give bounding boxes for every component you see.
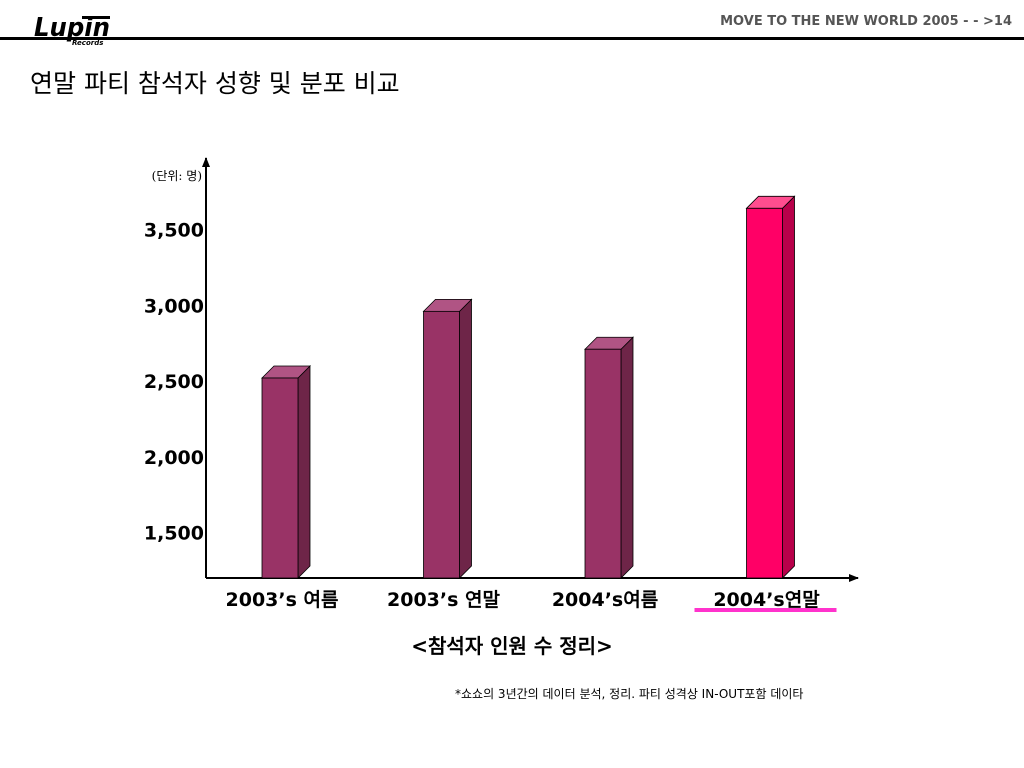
x-tick-label: 2003’s 연말 — [387, 589, 501, 611]
bar-front — [423, 310, 460, 579]
page-title: 연말 파티 참석자 성향 및 분포 비교 — [30, 69, 400, 98]
svg-text:Records: Records — [72, 39, 103, 46]
bar-side — [459, 298, 472, 579]
y-tick-label: 1,500 — [144, 523, 204, 545]
bar-front — [261, 377, 299, 579]
bar-side — [620, 336, 634, 579]
bar-front — [746, 207, 783, 579]
bar-3 — [584, 336, 634, 579]
bar-1 — [261, 365, 311, 579]
y-tick-label: 3,500 — [144, 220, 204, 242]
y-tick-label: 2,500 — [144, 371, 204, 393]
chart-caption: <참석자 인원 수 정리> — [411, 634, 613, 658]
x-tick-label: 2004’s여름 — [552, 589, 658, 611]
footnote: *쇼쇼의 3년간의 데이터 분석, 정리. 파티 성격상 IN-OUT포함 데이… — [455, 687, 804, 701]
x-tick-label: 2003’s 여름 — [226, 589, 339, 611]
y-tick-label: 3,000 — [144, 295, 204, 317]
y-tick-label: 2,000 — [144, 447, 204, 469]
x-tick-label: 2004’s연말 — [713, 589, 820, 611]
unit-label: (단위: 명) — [152, 169, 202, 183]
bar-2 — [422, 298, 473, 579]
bar-front — [584, 348, 622, 579]
bar-side — [297, 365, 311, 579]
header-slide-text: MOVE TO THE NEW WORLD 2005 - - >14 — [720, 14, 1012, 29]
bar-4 — [745, 195, 796, 579]
header-divider — [0, 37, 1024, 40]
bar-side — [782, 195, 795, 579]
